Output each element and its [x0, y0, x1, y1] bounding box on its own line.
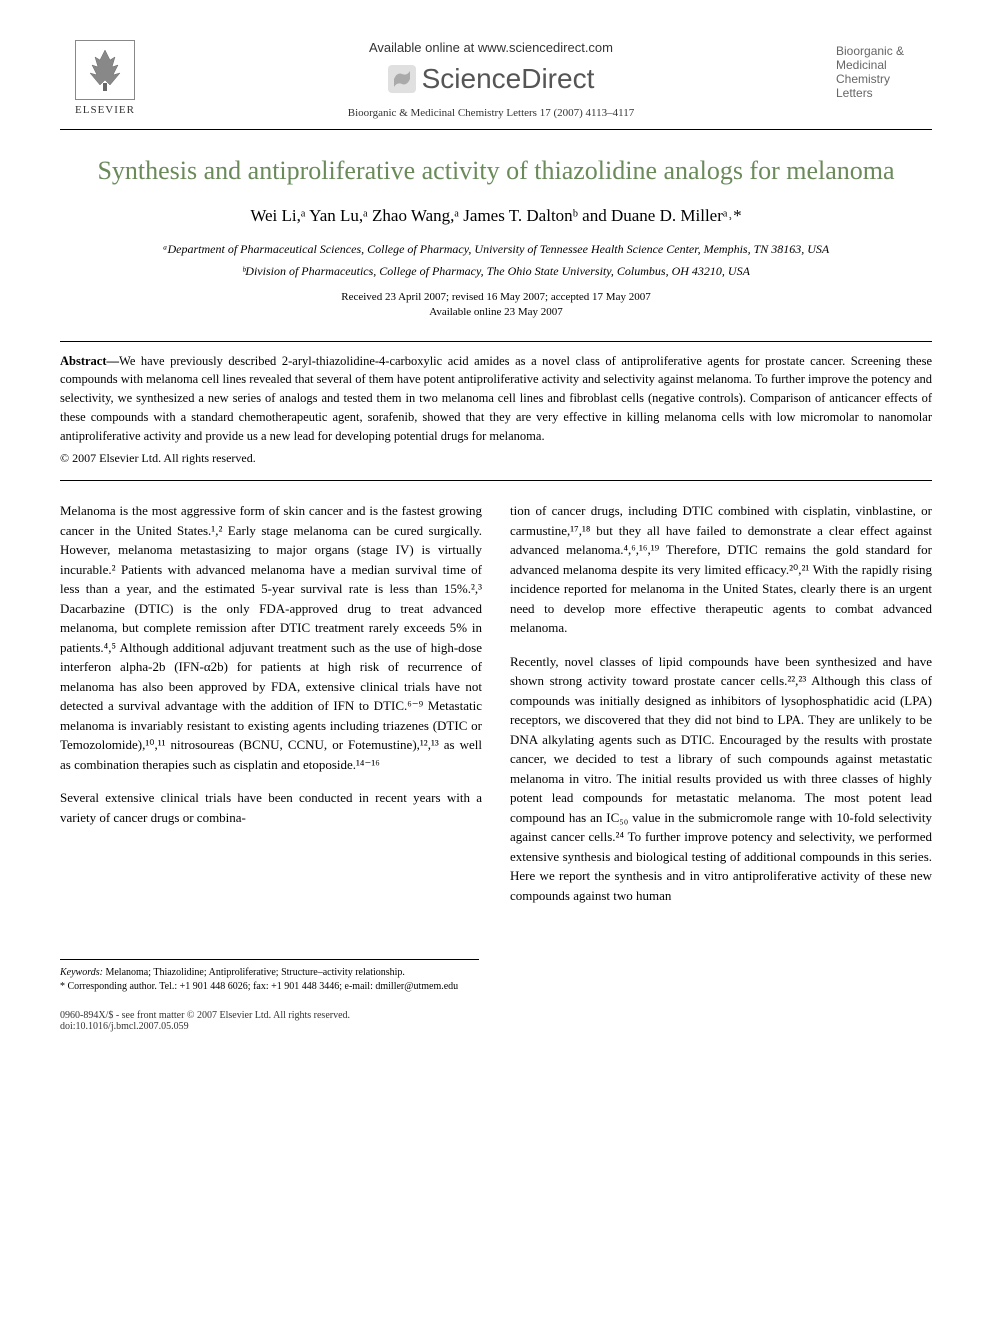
journal-name-line: Letters [836, 86, 928, 100]
sciencedirect-logo: ScienceDirect [150, 63, 832, 95]
abstract-copyright: © 2007 Elsevier Ltd. All rights reserved… [60, 451, 932, 466]
keywords-line: Keywords: Melanoma; Thiazolidine; Antipr… [60, 966, 479, 980]
front-matter-text: 0960-894X/$ - see front matter © 2007 El… [60, 1010, 350, 1021]
abstract: Abstract—We have previously described 2-… [60, 352, 932, 446]
left-column: Melanoma is the most aggressive form of … [60, 501, 482, 919]
body-paragraph: Several extensive clinical trials have b… [60, 788, 482, 827]
abstract-divider-top [60, 341, 932, 342]
abstract-divider-bottom [60, 480, 932, 481]
page-header: ELSEVIER Available online at www.science… [60, 40, 932, 119]
journal-name-line: Medicinal [836, 58, 928, 72]
affiliation-b: ᵇDivision of Pharmaceutics, College of P… [60, 262, 932, 280]
footer-left: 0960-894X/$ - see front matter © 2007 El… [60, 1010, 350, 1032]
keywords-label: Keywords: [60, 967, 103, 978]
corresponding-author: * Corresponding author. Tel.: +1 901 448… [60, 980, 479, 994]
journal-name-box: Bioorganic & Medicinal Chemistry Letters [832, 40, 932, 104]
keywords-text: Melanoma; Thiazolidine; Antiproliferativ… [103, 967, 405, 978]
doi-text: doi:10.1016/j.bmcl.2007.05.059 [60, 1021, 350, 1032]
sciencedirect-text: ScienceDirect [422, 63, 595, 95]
affiliation-a: ᵃDepartment of Pharmaceutical Sciences, … [60, 240, 932, 258]
elsevier-label: ELSEVIER [75, 104, 135, 116]
body-paragraph: tion of cancer drugs, including DTIC com… [510, 501, 932, 638]
received-date: Received 23 April 2007; revised 16 May 2… [60, 290, 932, 305]
body-columns: Melanoma is the most aggressive form of … [60, 501, 932, 919]
footnotes: Keywords: Melanoma; Thiazolidine; Antipr… [60, 959, 479, 994]
elsevier-logo: ELSEVIER [60, 40, 150, 116]
abstract-label: Abstract— [60, 354, 119, 368]
journal-name-line: Chemistry [836, 72, 928, 86]
right-column: tion of cancer drugs, including DTIC com… [510, 501, 932, 919]
elsevier-tree-icon [75, 40, 135, 100]
article-dates: Received 23 April 2007; revised 16 May 2… [60, 290, 932, 321]
journal-name-line: Bioorganic & [836, 44, 928, 58]
page-footer: 0960-894X/$ - see front matter © 2007 El… [60, 1010, 932, 1032]
body-paragraph: Melanoma is the most aggressive form of … [60, 501, 482, 774]
journal-citation: Bioorganic & Medicinal Chemistry Letters… [150, 107, 832, 119]
available-online-text: Available online at www.sciencedirect.co… [150, 40, 832, 55]
abstract-text: We have previously described 2-aryl-thia… [60, 354, 932, 443]
header-divider [60, 129, 932, 130]
center-header: Available online at www.sciencedirect.co… [150, 40, 832, 119]
online-date: Available online 23 May 2007 [60, 305, 932, 320]
body-paragraph: Recently, novel classes of lipid compoun… [510, 652, 932, 906]
sciencedirect-icon [388, 65, 416, 93]
article-title: Synthesis and antiproliferative activity… [60, 154, 932, 188]
authors-list: Wei Li,ᵃ Yan Lu,ᵃ Zhao Wang,ᵃ James T. D… [60, 206, 932, 226]
